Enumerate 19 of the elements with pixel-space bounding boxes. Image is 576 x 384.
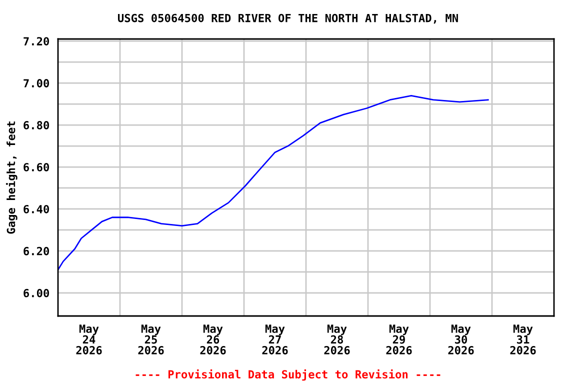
y-axis-title: Gage height, feet [6, 122, 18, 234]
x-tick-label: May 28 2026 [324, 324, 350, 354]
x-tick-label: May 30 2026 [448, 324, 474, 354]
y-tick-label: 6.20 [24, 246, 49, 256]
x-tick-label: May 29 2026 [386, 324, 412, 354]
y-tick-label: 7.20 [24, 37, 49, 46]
x-tick-label: May 24 2026 [76, 324, 102, 354]
y-tick-label: 6.80 [24, 121, 49, 130]
x-tick-label: May 25 2026 [138, 324, 164, 354]
y-tick-label: 6.40 [24, 204, 49, 214]
y-tick-label: 7.00 [24, 79, 49, 88]
chart-title: USGS 05064500 RED RIVER OF THE NORTH AT HALSTAD, MN [118, 14, 458, 24]
x-tick-label: May 27 2026 [262, 324, 288, 354]
x-tick-label: May 31 2026 [510, 324, 536, 354]
x-tick-label: May 26 2026 [200, 324, 226, 354]
y-tick-label: 6.00 [24, 288, 49, 298]
line-series [58, 94, 489, 271]
y-tick-label: 6.60 [24, 162, 49, 172]
text: ---- Provisional Data Subject to Revision ---- [136, 369, 440, 381]
